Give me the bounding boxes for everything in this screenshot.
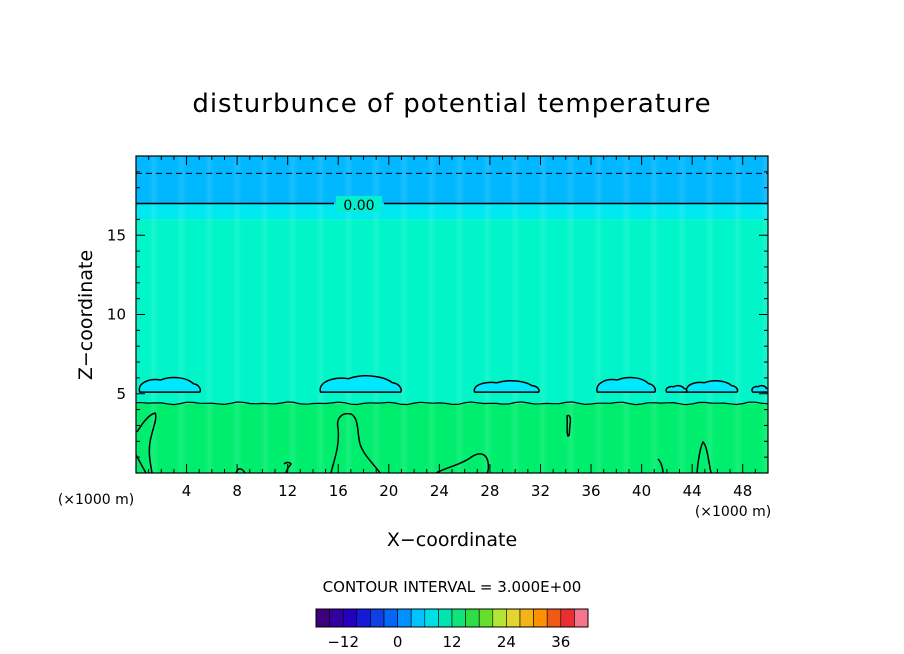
x-tick-label: 36 [581,482,600,500]
x-tick-label: 48 [733,482,752,500]
x-tick-label: 12 [278,482,297,500]
colorbar-cell [438,608,453,628]
field-texture-stripe [676,156,687,473]
x-tick-label: 8 [232,482,242,500]
colorbar-tick-label: 12 [442,633,461,651]
contour-lower-4 [283,461,292,473]
x-tick-label: 28 [480,482,499,500]
x-tick-label: 20 [379,482,398,500]
field-texture-stripe [204,156,215,473]
x-unit-right: (×1000 m) [695,504,771,520]
x-tick-label: 24 [430,482,449,500]
x-tick-label: 16 [329,482,348,500]
cloud-cell-6 [685,379,739,393]
field-texture-stripe [343,156,354,473]
zero-contour-label-group: 0.00 [336,196,382,214]
field-texture-stripe [704,156,715,473]
contour-lower-9 [696,440,712,473]
field-band-1 [136,156,768,204]
colorbar-frame [315,608,589,628]
contour-lines [136,172,768,406]
x-axis-title: X−coordinate [387,529,517,551]
cloud-cell-3 [473,379,540,393]
field-texture-stripe [537,156,548,473]
contour-interval-note: CONTOUR INTERVAL = 3.000E+00 [323,578,582,596]
field-band-4 [136,403,768,473]
y-tick-label: 10 [107,306,126,324]
colorbar-tick-label: 36 [551,633,570,651]
colorbar-cell [546,608,562,628]
contour-low-level [136,401,768,406]
field-texture-stripe [315,156,326,473]
field-texture-stripe [454,156,465,473]
contour-lower-1 [136,412,157,473]
cloud-cell-2 [319,375,402,393]
x-tick-label: 44 [683,482,702,500]
field-texture-stripe [148,156,159,473]
field-texture-stripe [621,156,632,473]
colorbar-cell [370,608,385,628]
colorbar-cell [329,608,344,628]
colorbar-cell [574,608,589,628]
colorbar: −12 0 12 24 36 [315,608,589,651]
field-texture-stripe [426,156,437,473]
x-axis: 4 8 12 16 20 24 28 32 36 40 44 48 [135,156,769,500]
field-texture-stripe [287,156,298,473]
field-texture-stripe [482,156,493,473]
cloud-cell-1 [138,376,202,393]
colorbar-cell [533,608,548,628]
colorbar-tick-label: 24 [497,633,516,651]
colorbar-cell [451,608,466,628]
field-texture-stripe [510,156,521,473]
contour-cells [138,375,768,393]
field-texture-stripe [232,156,243,473]
contour-lower-6 [435,453,490,473]
colorbar-cell [492,608,507,628]
contour-lower-7 [566,414,572,437]
colorbar-cell [383,608,398,628]
colorbar-tick-label: 0 [393,633,403,651]
contour-lower-3 [235,468,246,473]
y-tick-label: 5 [116,385,126,403]
x-unit-left: (×1000 m) [58,492,134,508]
cloud-cell-7 [751,384,768,393]
x-tick-label: 32 [531,482,550,500]
contour-label-bg [336,196,382,212]
chart-title: disturbunce of potential temperature [192,89,711,119]
contour-lower-8 [657,458,664,473]
y-tick-label: 15 [107,226,126,244]
colorbar-cell [410,608,426,628]
contour-lower-5 [330,412,381,473]
field-texture-stripe [565,156,576,473]
field-texture-stripe [259,156,270,473]
field-texture-stripe [398,156,409,473]
colorbar-cell [465,608,480,628]
field-band-3 [136,219,768,404]
zero-contour-label: 0.00 [343,198,374,214]
field-texture-stripe [649,156,660,473]
x-tick-label: 4 [182,482,192,500]
colorbar-cell [424,608,439,628]
field-texture-stripe [176,156,187,473]
colorbar-cell [519,608,534,628]
plot-area: 0.00 [135,155,769,474]
cloud-cell-4 [596,376,657,393]
field-texture-stripe [371,156,382,473]
colorbar-cell [506,608,521,628]
colorbar-cell [478,608,494,628]
colorbar-cell [315,608,330,628]
lower-contours [136,412,712,473]
field-band-2 [136,203,768,220]
colorbar-cell [397,608,412,628]
colorbar-cell [356,608,371,628]
colorbar-tick-label: −12 [327,633,359,651]
colorbar-cell [560,608,575,628]
x-tick-label: 40 [632,482,651,500]
y-axis: 5 10 15 [107,155,768,474]
y-axis-title: Z−coordinate [75,250,97,380]
field-texture-stripe [593,156,604,473]
field-texture-stripe [732,156,743,473]
colorbar-cell [342,608,358,628]
